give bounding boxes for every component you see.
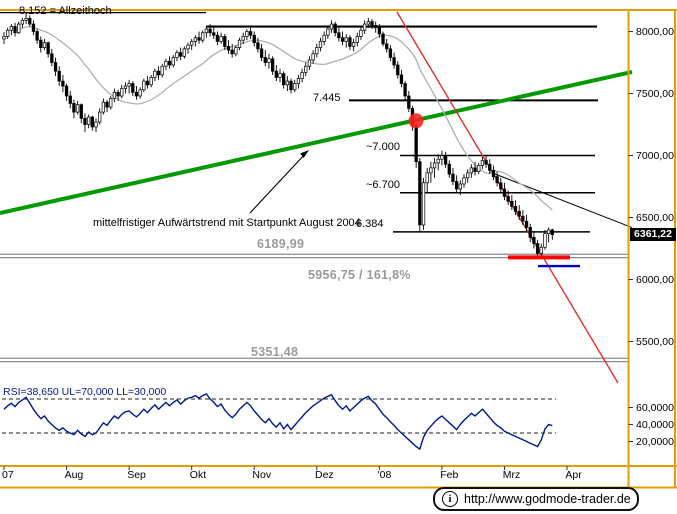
watermark: i http://www.godmode-trader.de [433, 487, 639, 511]
rsi-axis-label: 60,0000 [636, 401, 674, 414]
month-label: Aug [64, 469, 84, 481]
month-label: Dez [315, 469, 334, 481]
month-label: Nov [252, 469, 272, 481]
support-label-6190: 6189,99 [257, 237, 305, 251]
month-label: Apr [565, 469, 582, 481]
month-label: Okt [189, 469, 207, 481]
watermark-url: http://www.godmode-trader.de [464, 492, 631, 506]
month-label: Sep [127, 469, 146, 481]
price-axis-label: 6500,00 [636, 211, 674, 224]
month-label: Mrz [502, 469, 521, 481]
level-label-6700: ~6.700 [366, 179, 400, 191]
price-axis-label: 5500,00 [636, 335, 674, 348]
level-label-6384: 6.384 [356, 218, 384, 230]
month-label: 07 [2, 469, 14, 481]
price-axis-label: 7000,00 [636, 149, 674, 162]
price-axis-label: 6000,00 [636, 273, 674, 286]
info-icon: i [442, 491, 458, 507]
month-label: Feb [440, 469, 459, 481]
month-label: '08 [377, 469, 392, 481]
last-price-box: 6361,22 [630, 228, 676, 241]
alltime-high-label: 8.152 = Allzeithoch [19, 5, 112, 17]
price-axis-label: 7500,00 [636, 87, 674, 100]
price-axis-label: 8000,00 [636, 25, 674, 38]
trendline-annotation: mittelfristiger Aufwärtstrend mit Startp… [93, 217, 361, 229]
rsi-axis-label: 20,0000 [636, 435, 674, 448]
rsi-axis-label: 40,0000 [636, 418, 674, 431]
support-label-5351: 5351,48 [251, 345, 299, 359]
level-label-7000: ~7.000 [366, 141, 400, 153]
level-label-7445: 7.445 [313, 92, 341, 104]
rsi-label: RSI=38,650 UL=70,000 LL=30,000 [3, 386, 167, 398]
fib-extension-label: 5956,75 / 161,8% [308, 268, 411, 282]
